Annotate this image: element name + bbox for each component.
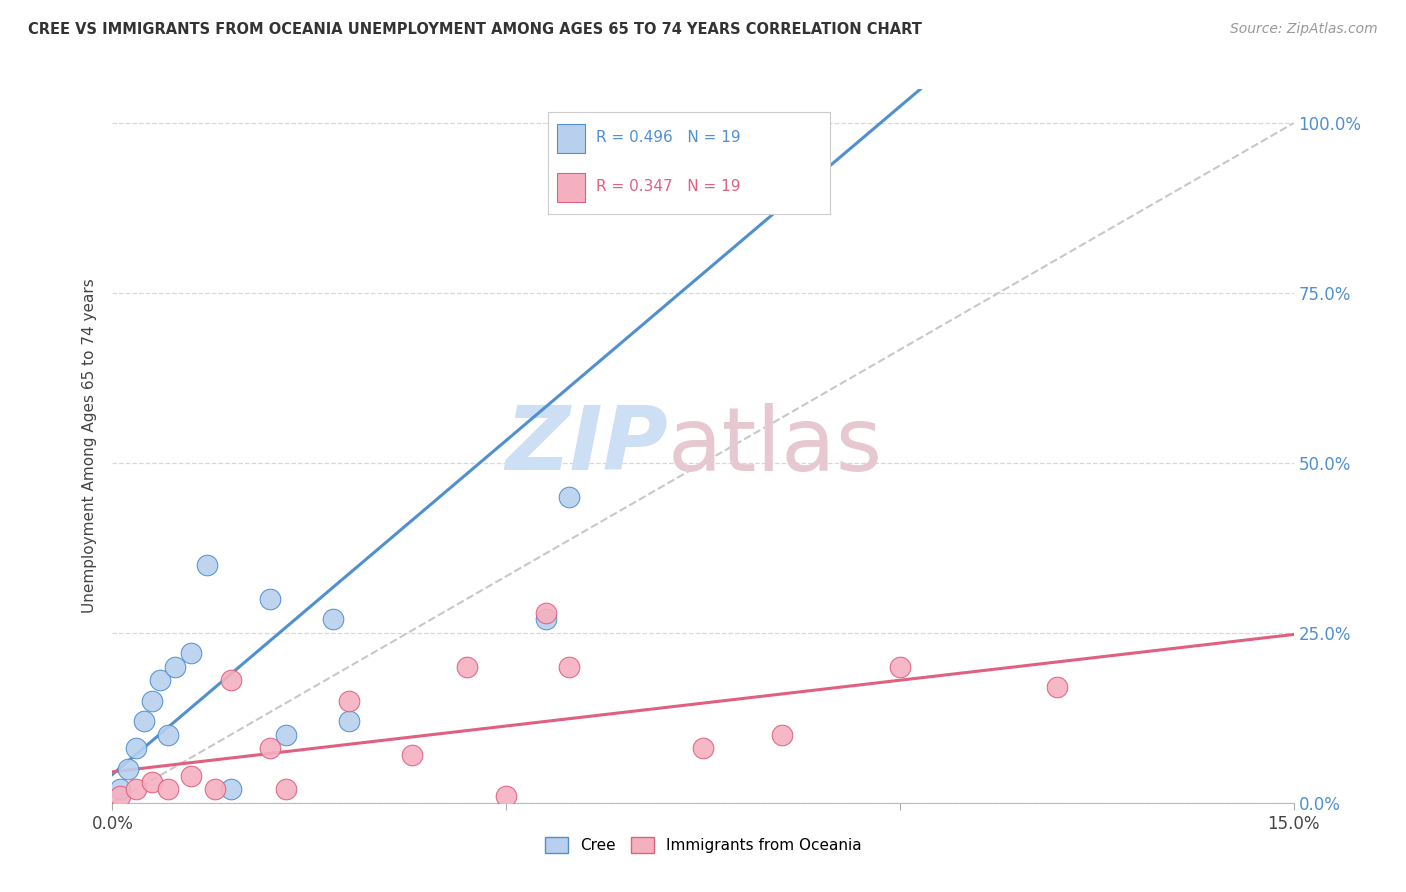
Point [534, 606, 557, 620]
Point [322, 612, 344, 626]
Point [141, 775, 163, 789]
Point [180, 769, 202, 783]
Point [747, 116, 769, 130]
Y-axis label: Unemployment Among Ages 65 to 74 years: Unemployment Among Ages 65 to 74 years [82, 278, 97, 614]
Point [274, 728, 297, 742]
Point [274, 782, 297, 797]
Point [165, 660, 187, 674]
Point [219, 673, 242, 688]
Point [117, 762, 139, 776]
Point [692, 741, 714, 756]
Text: ZIP: ZIP [505, 402, 668, 490]
Point [125, 782, 148, 797]
Point [558, 490, 581, 504]
Point [1046, 680, 1069, 694]
Point [110, 782, 132, 797]
Text: R = 0.347   N = 19: R = 0.347 N = 19 [596, 179, 741, 194]
Point [180, 646, 202, 660]
Point [337, 714, 360, 729]
Point [574, 116, 596, 130]
Point [125, 741, 148, 756]
Bar [557, 173, 585, 202]
Point [401, 748, 423, 763]
Point [456, 660, 478, 674]
Text: Source: ZipAtlas.com: Source: ZipAtlas.com [1230, 22, 1378, 37]
Point [337, 694, 360, 708]
Point [110, 789, 132, 803]
Point [558, 660, 581, 674]
Point [259, 741, 281, 756]
Point [219, 782, 242, 797]
Point [195, 558, 218, 572]
Point [495, 789, 517, 803]
Point [770, 728, 793, 742]
Point [141, 694, 163, 708]
Point [149, 673, 172, 688]
Point [889, 660, 911, 674]
Point [156, 728, 179, 742]
Point [204, 782, 226, 797]
Text: R = 0.496   N = 19: R = 0.496 N = 19 [596, 130, 741, 145]
Legend: Cree, Immigrants from Oceania: Cree, Immigrants from Oceania [538, 831, 868, 859]
Point [534, 612, 557, 626]
Point [156, 782, 179, 797]
Bar [557, 124, 585, 153]
Text: CREE VS IMMIGRANTS FROM OCEANIA UNEMPLOYMENT AMONG AGES 65 TO 74 YEARS CORRELATI: CREE VS IMMIGRANTS FROM OCEANIA UNEMPLOY… [28, 22, 922, 37]
Point [259, 591, 281, 606]
Text: atlas: atlas [668, 402, 883, 490]
Point [132, 714, 155, 729]
